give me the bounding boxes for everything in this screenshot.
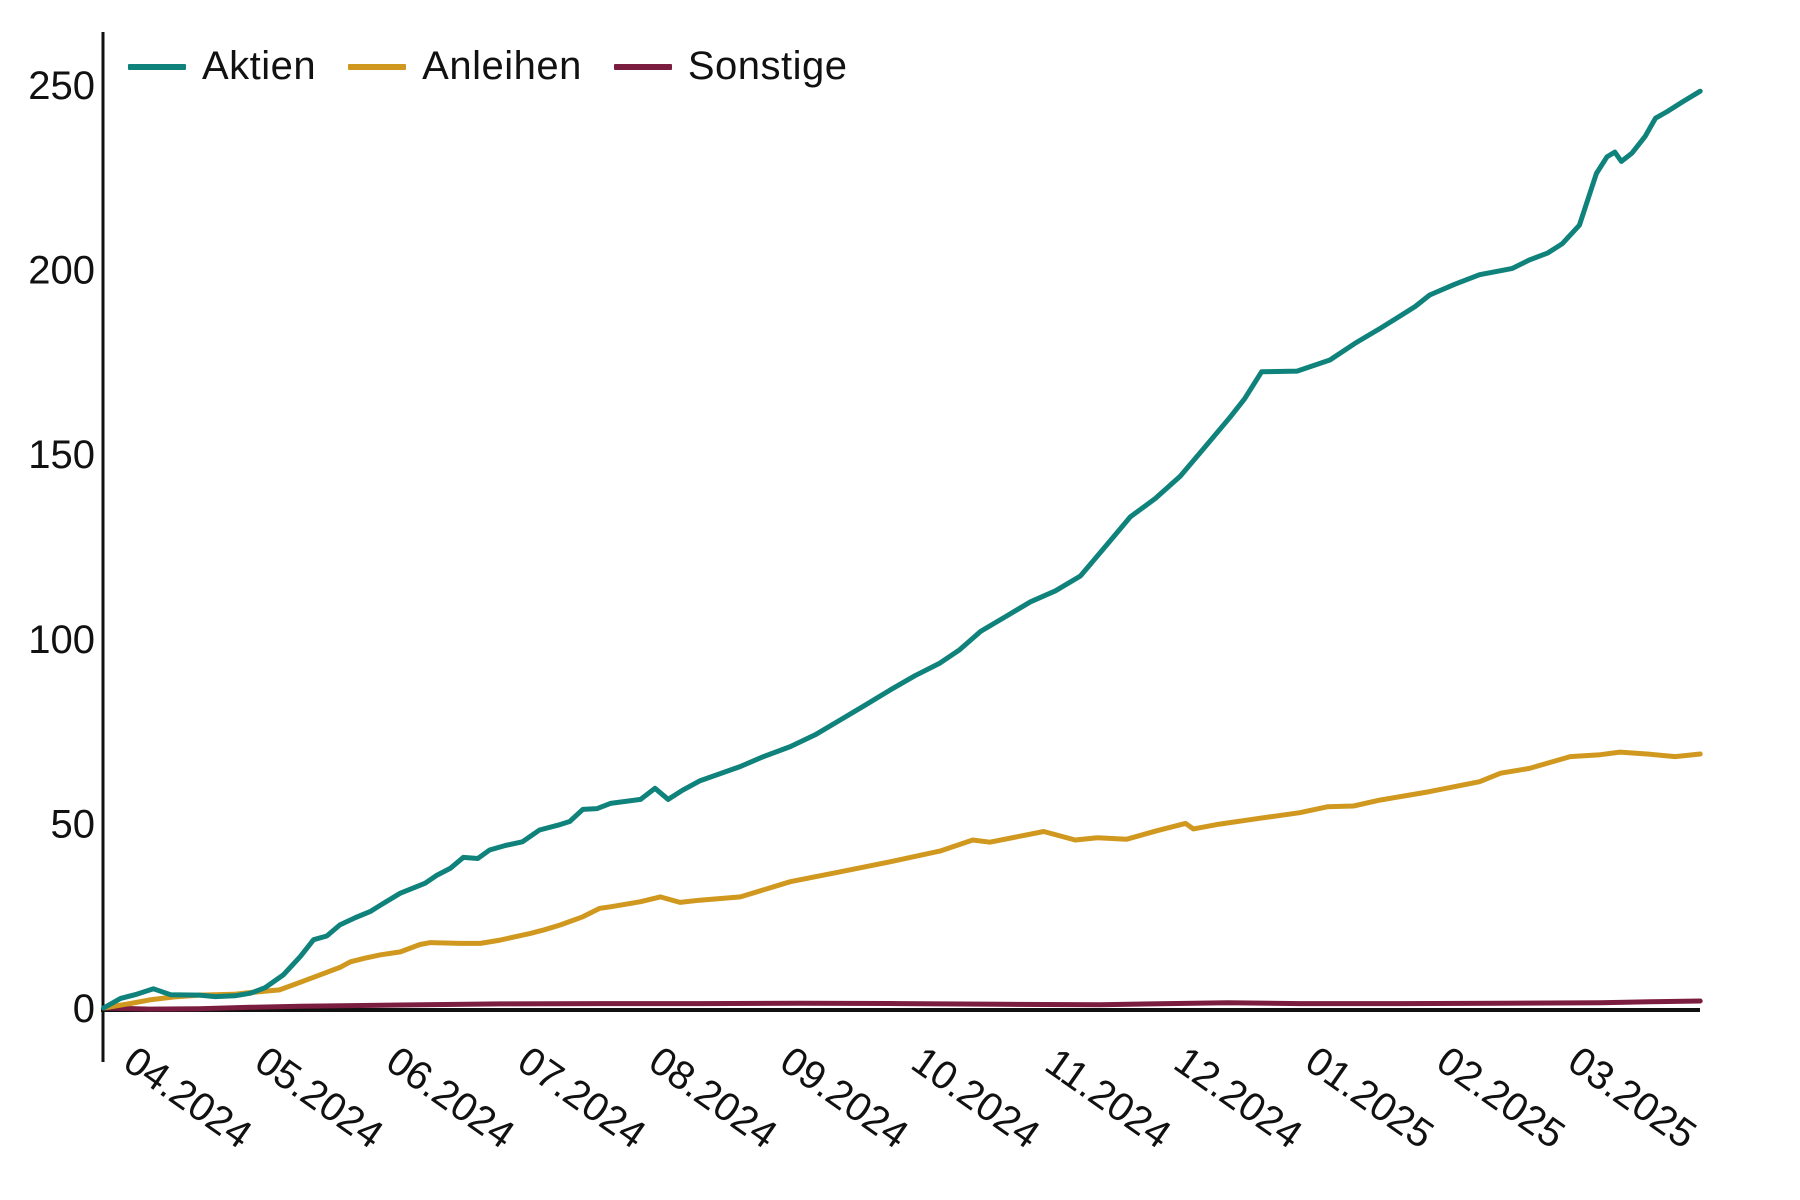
x-tick-label: 11.2024 — [1037, 1040, 1178, 1157]
y-tick-label: 200 — [28, 249, 95, 293]
legend-swatch-sonstige — [613, 63, 672, 70]
legend-label-aktien: Aktien — [202, 44, 317, 88]
legend-label-anleihen: Anleihen — [422, 44, 582, 88]
y-tick-label: 0 — [73, 987, 95, 1031]
x-tick-label: 04.2024 — [116, 1038, 260, 1157]
series-line-anleihen — [101, 749, 1703, 1011]
x-tick-label: 12.2024 — [1166, 1038, 1310, 1157]
x-tick-label: 08.2024 — [641, 1038, 785, 1157]
x-tick-label: 05.2024 — [247, 1038, 391, 1157]
legend-item-anleihen[interactable]: Anleihen — [348, 44, 582, 89]
series-line-aktien — [101, 88, 1703, 1011]
y-tick-label: 100 — [28, 618, 95, 662]
x-tick-label: 07.2024 — [510, 1038, 654, 1157]
legend-item-aktien[interactable]: Aktien — [128, 44, 316, 89]
chart-legend: Aktien Anleihen Sonstige — [128, 44, 848, 89]
x-tick-label: 06.2024 — [378, 1038, 522, 1157]
x-tick-label: 10.2024 — [904, 1038, 1048, 1157]
legend-label-sonstige: Sonstige — [687, 44, 848, 88]
x-tick-label: 01.2025 — [1298, 1038, 1442, 1157]
y-tick-label: 150 — [28, 433, 95, 477]
x-tick-label: 09.2024 — [772, 1038, 916, 1157]
x-tick-label: 02.2025 — [1429, 1038, 1573, 1157]
y-tick-label: 50 — [51, 802, 96, 846]
y-tick-label: 250 — [28, 64, 95, 108]
series-line-sonstige — [101, 998, 1703, 1012]
legend-swatch-aktien — [128, 63, 186, 70]
legend-item-sonstige[interactable]: Sonstige — [613, 44, 848, 89]
legend-swatch-anleihen — [348, 63, 407, 70]
x-tick-label: 03.2025 — [1560, 1038, 1704, 1157]
